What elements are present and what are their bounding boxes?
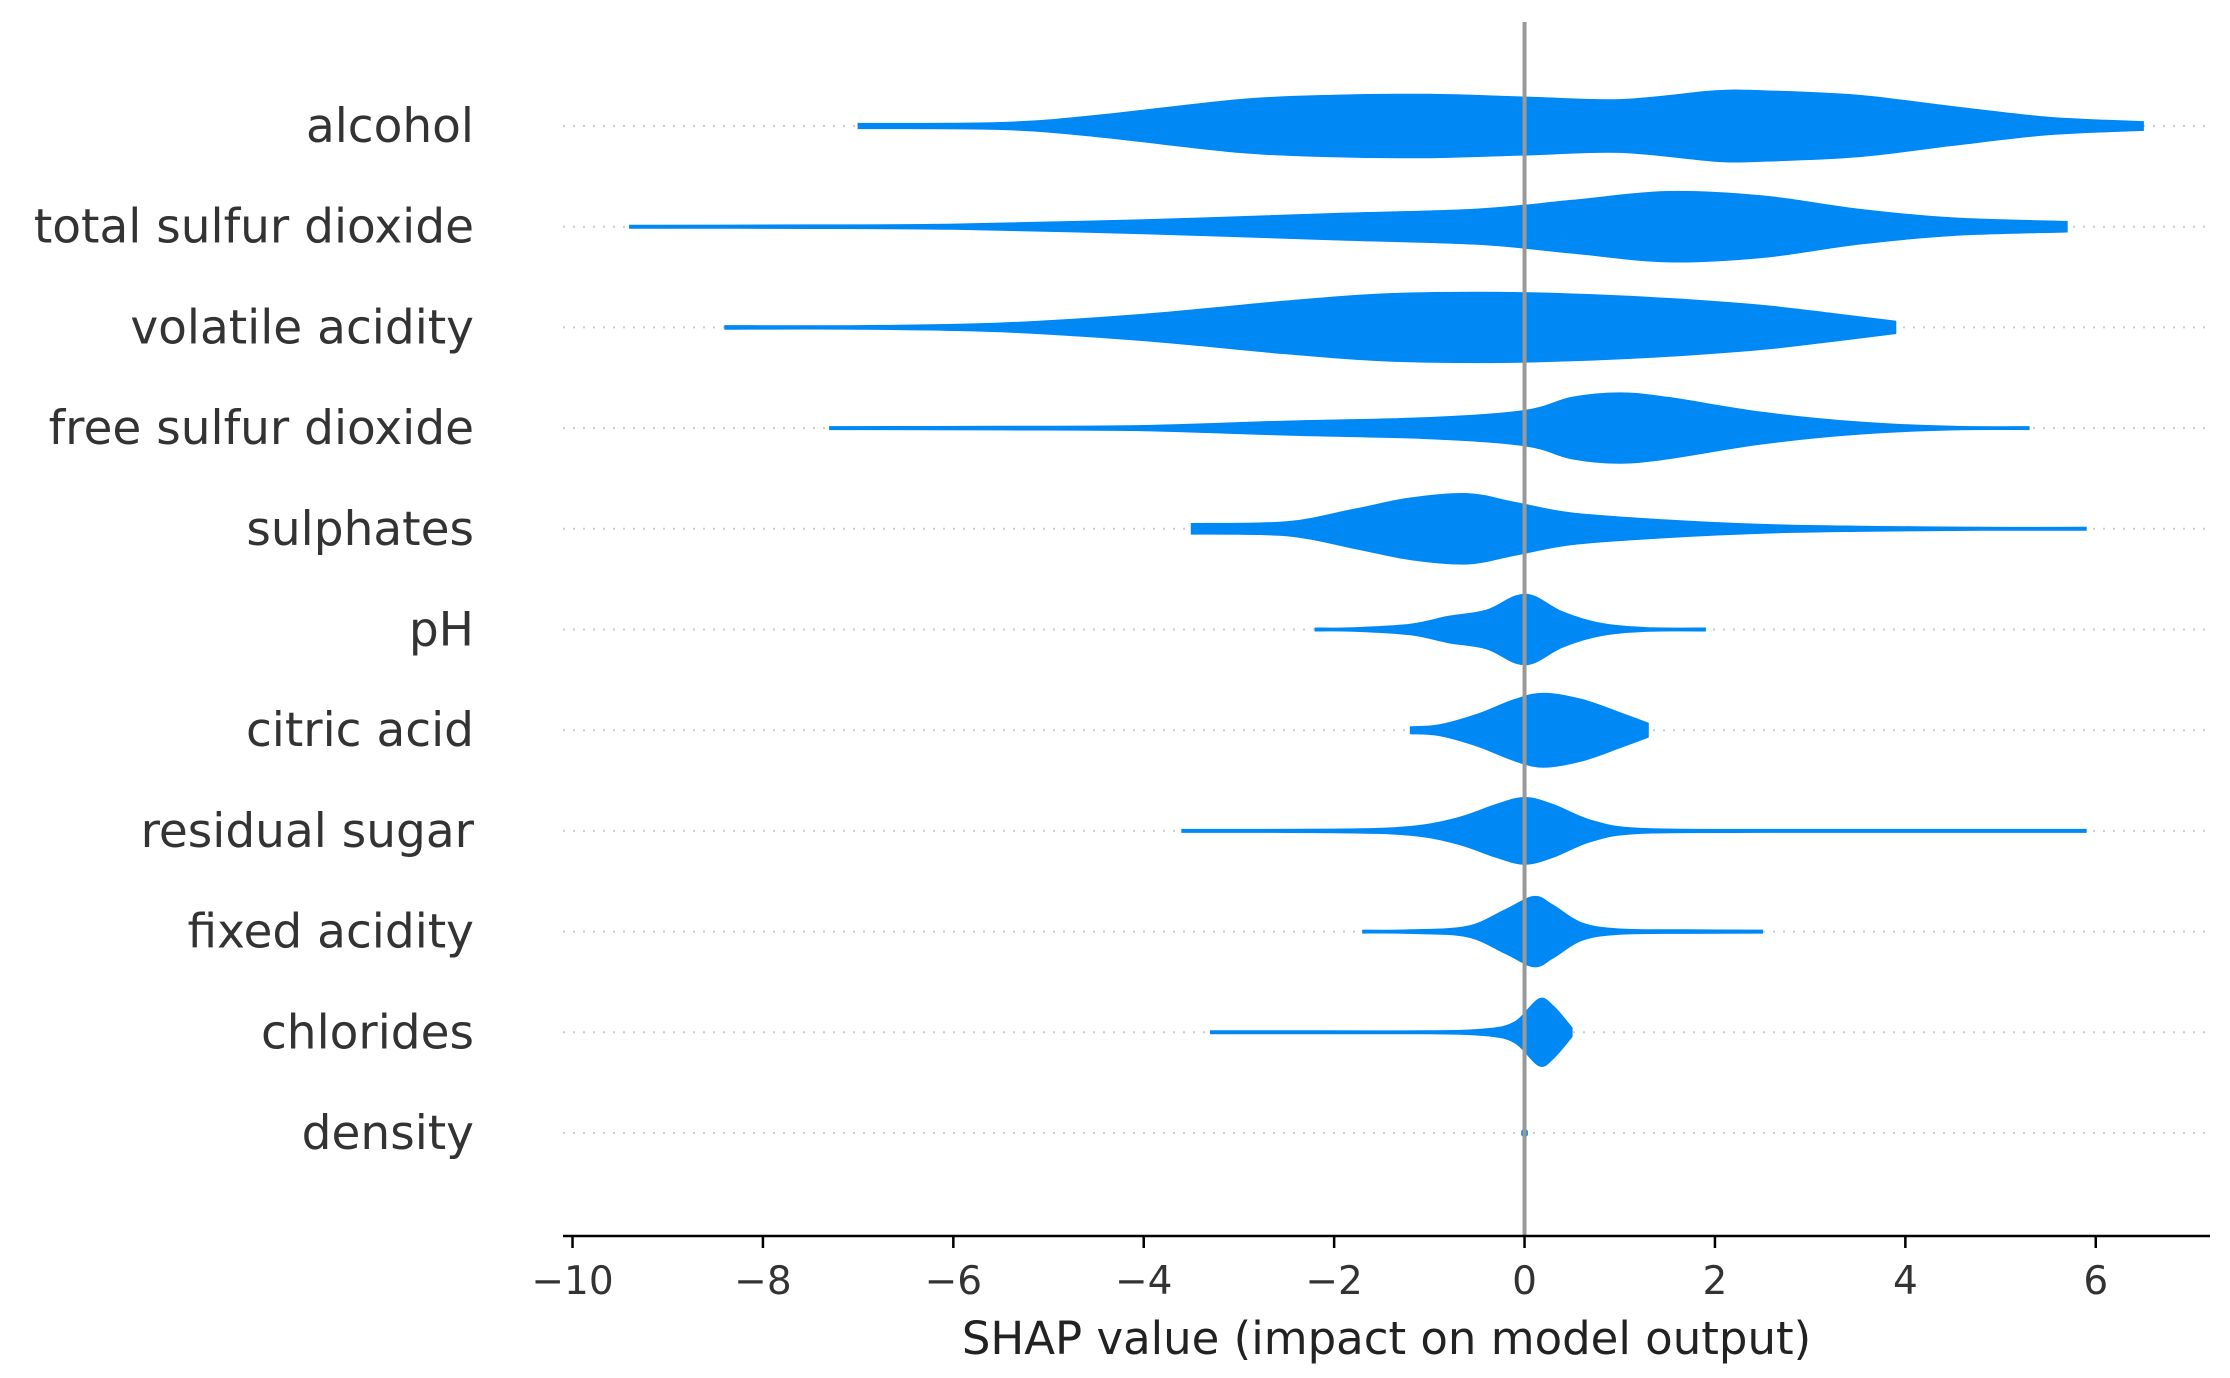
- violin-fixed-acidity: [1362, 895, 1763, 968]
- violin-citric-acid: [1409, 692, 1649, 768]
- x-tick-label: −10: [531, 1259, 613, 1304]
- x-tick-label: 6: [2083, 1259, 2108, 1304]
- violin-total-sulfur-dioxide: [629, 190, 2068, 263]
- feature-label-sulphates: sulphates: [246, 502, 474, 557]
- violin-free-sulfur-dioxide: [829, 392, 2030, 464]
- violin-residual-sugar: [1181, 796, 2087, 865]
- x-tick-label: 0: [1512, 1259, 1537, 1304]
- violin-series: [629, 89, 2144, 1138]
- x-tick-label: 2: [1703, 1259, 1728, 1304]
- x-tick-label: −4: [1115, 1259, 1173, 1304]
- x-tick-label: −6: [925, 1259, 983, 1304]
- feature-label-residual-sugar: residual sugar: [141, 804, 475, 859]
- x-tick-label: −8: [734, 1259, 792, 1304]
- feature-labels: alcohol total sulfur dioxide volatile acid…: [34, 99, 475, 1161]
- feature-label-chlorides: chlorides: [261, 1005, 474, 1060]
- violin-chlorides: [1209, 997, 1573, 1067]
- x-tick-label: 4: [1893, 1259, 1918, 1304]
- feature-label-fixed-acidity: fixed acidity: [188, 905, 475, 960]
- x-axis-title: SHAP value (impact on model output): [962, 1312, 1811, 1365]
- x-axis-ticks: −10 −8 −6 −4 −2 0 2 4 6: [531, 1236, 2108, 1304]
- feature-label-free-sulfur-dioxide: free sulfur dioxide: [49, 401, 474, 456]
- x-tick-label: −2: [1305, 1259, 1363, 1304]
- feature-label-total-sulfur-dioxide: total sulfur dioxide: [34, 200, 474, 255]
- violin-ph: [1314, 593, 1706, 666]
- violin-sulphates: [1190, 492, 2087, 565]
- feature-label-ph: pH: [409, 603, 474, 658]
- feature-label-volatile-acidity: volatile acidity: [130, 300, 474, 355]
- feature-label-alcohol: alcohol: [306, 99, 474, 154]
- violin-volatile-acidity: [724, 291, 1897, 364]
- violin-alcohol: [857, 89, 2144, 163]
- feature-label-citric-acid: citric acid: [246, 703, 474, 758]
- feature-label-density: density: [302, 1106, 474, 1161]
